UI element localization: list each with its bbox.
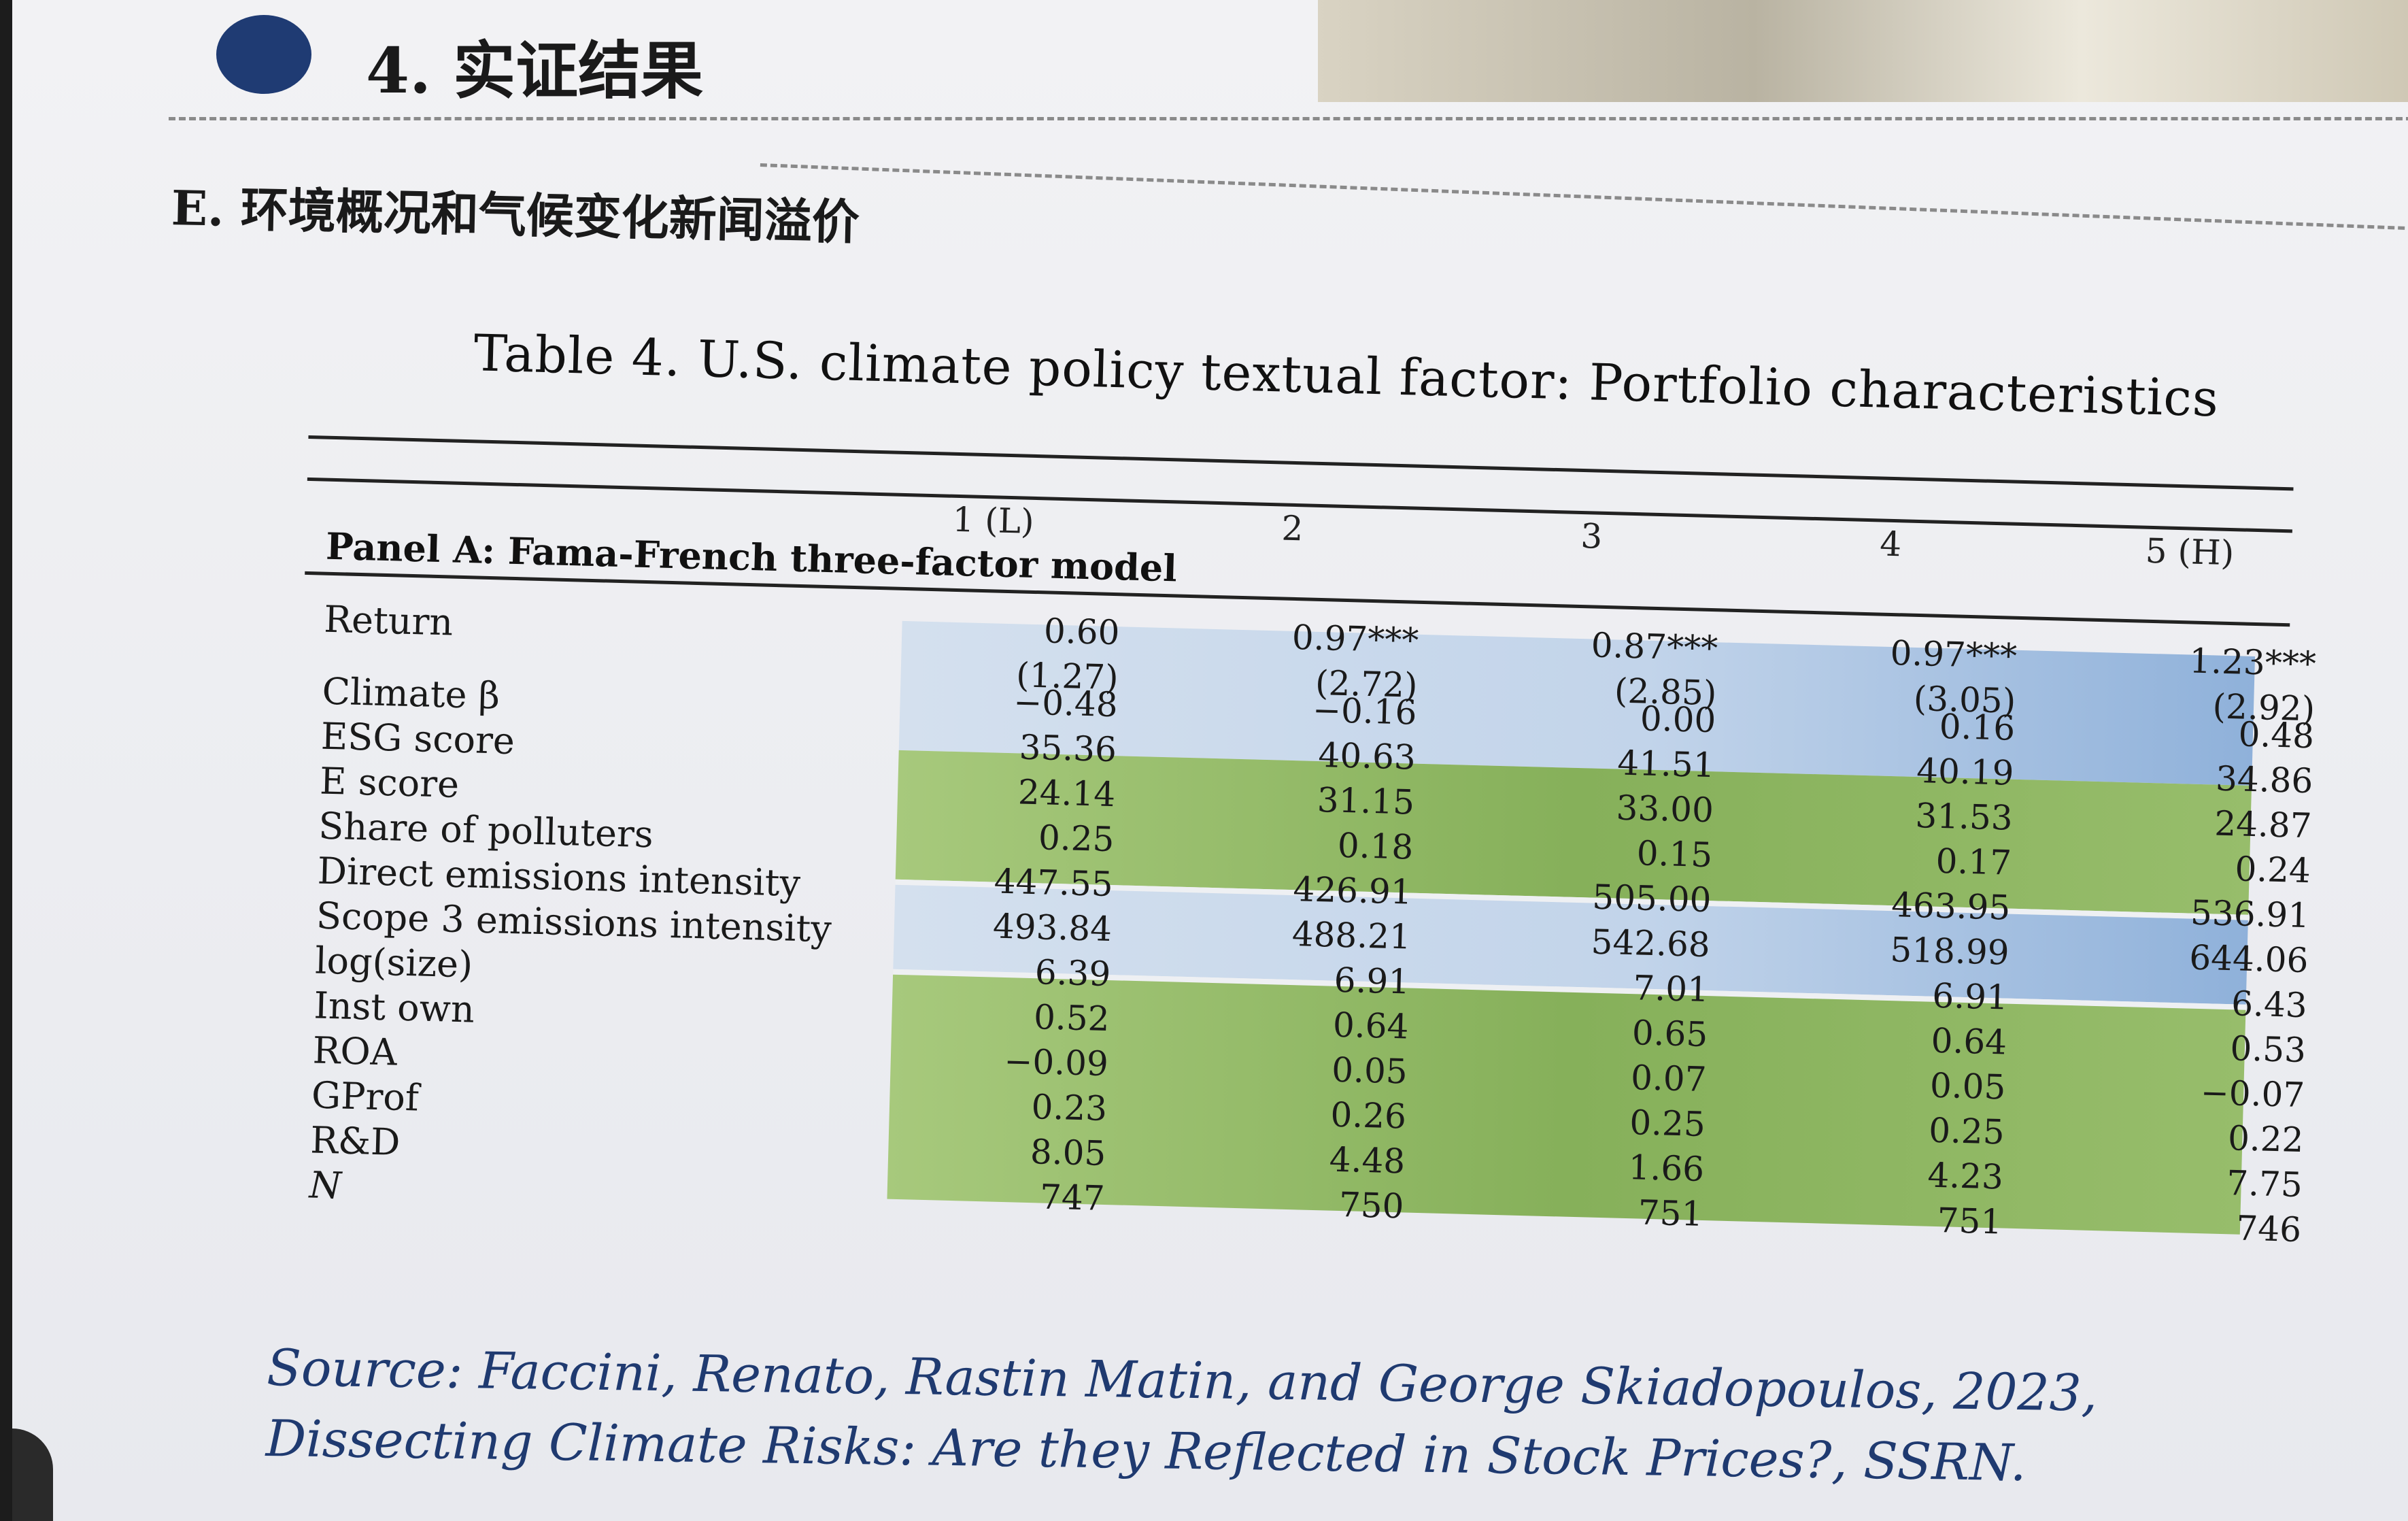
table-cell: 0.97***	[1889, 633, 2018, 676]
table-cell: 34.86	[2215, 758, 2314, 801]
table-cell: 0.52	[1033, 997, 1110, 1039]
table-cell: 0.07	[1630, 1058, 1708, 1100]
row-label: Climate β	[321, 669, 501, 718]
table-cell: 0.64	[1332, 1005, 1410, 1047]
table-cell: 35.36	[1019, 727, 1117, 770]
table-cell: −0.16	[1312, 690, 1418, 733]
row-label: Return	[323, 597, 454, 644]
table-cell: 0.17	[1935, 841, 2012, 883]
table-cell: 31.53	[1914, 796, 2014, 838]
table-cell: 447.55	[994, 861, 1114, 905]
table-cell: 41.51	[1616, 743, 1716, 786]
source-citation: Source: Faccini, Renato, Rastin Matin, a…	[265, 1338, 2098, 1492]
table-cell: 0.15	[1636, 833, 1713, 875]
table-cell: 0.00	[1640, 699, 1717, 741]
row-label: GProf	[311, 1073, 420, 1120]
table-cell: 0.25	[1928, 1110, 2005, 1152]
table-cell: 542.68	[1590, 922, 1711, 965]
column-header: 1 (L)	[951, 499, 1035, 541]
slide: 4. 实证结果 E. 环境概况和气候变化新闻溢价 Table 4. U.S. c…	[12, 0, 2408, 1521]
section-bullet-icon	[216, 15, 311, 94]
table-cell: 0.64	[1930, 1020, 2007, 1063]
table-cell: 0.53	[2229, 1029, 2307, 1071]
table-cell: 747	[1039, 1177, 1106, 1218]
row-label: R&D	[309, 1118, 401, 1164]
table-cell: 0.25	[1629, 1103, 1706, 1145]
table-cell: 33.00	[1615, 788, 1714, 831]
row-label: Inst own	[313, 984, 475, 1031]
row-label: Share of polluters	[318, 804, 654, 856]
table-cell: 1.23***	[2188, 641, 2317, 684]
table-cell: 6.91	[1931, 975, 2009, 1018]
table-top-rule	[308, 435, 2294, 491]
table-cell: −0.07	[2200, 1073, 2305, 1116]
table-cell: 8.05	[1030, 1132, 1107, 1173]
table-cell: −0.48	[1013, 682, 1119, 725]
table-cell: 24.14	[1017, 772, 1116, 815]
table-cell: 751	[1638, 1192, 1704, 1235]
table-cell: 0.48	[2237, 714, 2315, 756]
table-cell: 0.18	[1337, 825, 1414, 867]
column-header: 2	[1281, 508, 1304, 549]
table-cell: 7.01	[1632, 968, 1710, 1010]
column-header: 5 (H)	[2145, 531, 2235, 573]
table-cell: 6.39	[1034, 952, 1111, 994]
table-cell: 6.43	[2231, 984, 2308, 1026]
table-cell: 7.75	[2226, 1163, 2303, 1205]
table-cell: 0.97***	[1291, 617, 1419, 661]
table-cell: 0.05	[1331, 1050, 1408, 1092]
table-cell: 0.25	[1038, 818, 1115, 860]
table-cell: −0.09	[1003, 1041, 1109, 1084]
foreground-shadow	[12, 1428, 53, 1521]
column-header: 4	[1879, 524, 1902, 565]
table-cell: 746	[2235, 1208, 2302, 1250]
table-cell: 426.91	[1292, 869, 1413, 912]
row-label: ROA	[312, 1029, 398, 1074]
table-cell: 0.65	[1631, 1013, 1708, 1055]
dashed-divider	[169, 117, 2408, 120]
table-cell: 644.06	[2188, 937, 2309, 981]
table-cell: 31.15	[1317, 780, 1415, 822]
table-cell: 751	[1936, 1201, 2003, 1242]
dashed-divider-lower	[760, 163, 2408, 231]
subheading: E. 环境概况和气候变化新闻溢价	[170, 179, 860, 251]
table-cell: 0.22	[2227, 1118, 2305, 1160]
table-cell: 0.05	[1929, 1065, 2007, 1107]
table-cell: 40.63	[1317, 735, 1417, 778]
section-heading: 4. 实证结果	[366, 34, 704, 107]
table-cell: 0.24	[2234, 849, 2311, 891]
table-cell: 463.95	[1890, 885, 2011, 928]
table-cell: 518.99	[1889, 930, 2010, 973]
table-cell: 0.87***	[1591, 625, 1718, 669]
table-cell: 505.00	[1591, 877, 1712, 920]
table-cell: 488.21	[1291, 914, 1412, 957]
table-cell: 1.66	[1627, 1148, 1705, 1190]
table-cell: 4.23	[1927, 1155, 2004, 1197]
table-cell: 0.23	[1030, 1087, 1108, 1129]
row-label: log(size)	[314, 939, 473, 986]
table-caption: Table 4. U.S. climate policy textual fac…	[473, 324, 2220, 429]
table-cell: 750	[1338, 1185, 1405, 1226]
table-cell: 536.91	[2190, 892, 2310, 936]
column-header: 3	[1580, 516, 1603, 556]
table-cell: 0.26	[1329, 1094, 1407, 1137]
background-window-strip	[1318, 0, 2408, 102]
row-label: ESG score	[320, 714, 515, 763]
portfolio-characteristics-table: Table 4. U.S. climate policy textual fac…	[286, 320, 2408, 1331]
table-cell: 0.16	[1939, 706, 2016, 748]
table-cell: 24.87	[2214, 803, 2313, 846]
row-label: N	[308, 1163, 342, 1207]
table-cell: 40.19	[1916, 751, 2015, 793]
table-cell: 493.84	[992, 906, 1113, 950]
table-cell: 4.48	[1329, 1139, 1406, 1182]
table-cell: 6.91	[1334, 960, 1410, 1002]
row-label: E score	[319, 759, 460, 806]
table-cell: 0.60	[1043, 611, 1121, 653]
